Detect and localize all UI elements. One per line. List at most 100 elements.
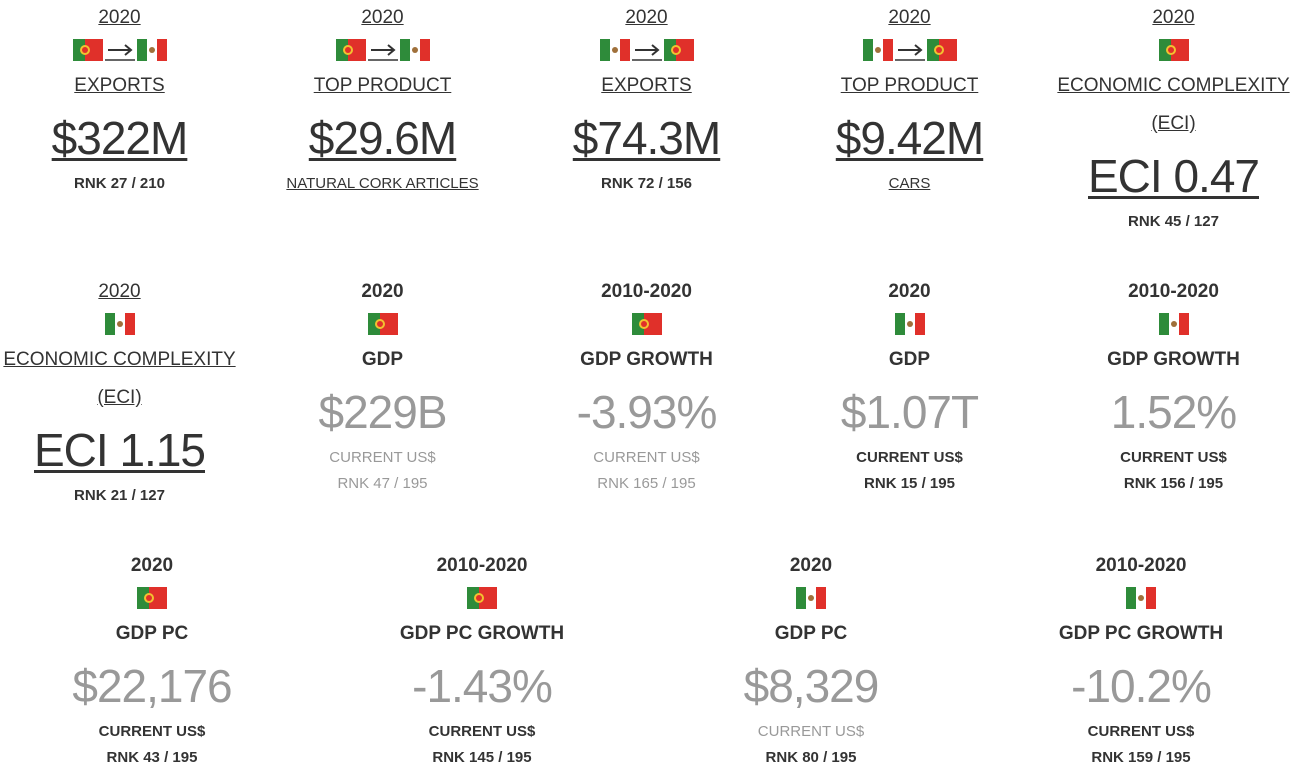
flag <box>368 313 398 335</box>
stat-card[interactable]: 2020 ECONOMIC COMPLEXITY (ECI) ECI 0.47 … <box>1042 3 1305 235</box>
stat-card: 2020 GDP $229B CURRENT US$ RNK 47 / 195 <box>251 277 514 497</box>
rank: RNK 72 / 156 <box>601 175 692 192</box>
stat-card[interactable]: 2020 EXPORTS $322M RNK 27 / 210 <box>0 3 251 197</box>
rank: RNK 156 / 195 <box>1123 475 1224 492</box>
flags <box>632 307 662 341</box>
title[interactable]: EXPORTS <box>601 75 692 96</box>
arrow <box>895 39 925 61</box>
flag <box>1126 587 1156 609</box>
rank: RNK 15 / 195 <box>864 475 955 492</box>
year[interactable]: 2020 <box>98 7 141 28</box>
flag <box>600 39 630 61</box>
value: $22,176 <box>72 660 232 712</box>
stat-card: 2020 GDP PC $22,176 CURRENT US$ RNK 43 /… <box>0 551 317 771</box>
flag <box>137 587 167 609</box>
value[interactable]: $74.3M <box>572 112 721 164</box>
rank: RNK 21 / 127 <box>74 487 165 504</box>
year: 2020 <box>888 281 931 302</box>
value: -3.93% <box>576 386 718 438</box>
stat-card: 2010-2020 GDP GROWTH 1.52% CURRENT US$ R… <box>1042 277 1305 497</box>
stat-card[interactable]: 2020 ECONOMIC COMPLEXITY (ECI) ECI 1.15 … <box>0 277 251 509</box>
title: GDP PC GROWTH <box>1058 623 1224 644</box>
rank: RNK 80 / 195 <box>765 749 857 766</box>
rank: RNK 45 / 127 <box>1128 213 1219 230</box>
flag <box>137 39 167 61</box>
flag <box>796 587 826 609</box>
year: 2010-2020 <box>436 555 528 576</box>
flag <box>400 39 430 61</box>
title[interactable]: ECONOMIC COMPLEXITY (ECI) <box>3 349 236 408</box>
arrow <box>368 39 398 61</box>
flags <box>336 33 430 67</box>
flag <box>927 39 957 61</box>
flags <box>796 581 826 615</box>
flags <box>1159 33 1189 67</box>
year: 2010-2020 <box>601 281 692 302</box>
title[interactable]: TOP PRODUCT <box>840 75 979 96</box>
subtitle: CURRENT US$ <box>428 723 536 740</box>
value[interactable]: $322M <box>51 112 189 164</box>
stat-card: 2010-2020 GDP GROWTH -3.93% CURRENT US$ … <box>515 277 778 497</box>
flag <box>1159 313 1189 335</box>
value: -10.2% <box>1071 660 1212 712</box>
title: GDP PC <box>115 623 189 644</box>
subtitle[interactable]: CARS <box>888 175 931 192</box>
year[interactable]: 2020 <box>888 7 931 28</box>
flags <box>863 33 957 67</box>
flags <box>1126 581 1156 615</box>
stat-card[interactable]: 2020 EXPORTS $74.3M RNK 72 / 156 <box>515 3 778 197</box>
arrow <box>632 39 662 61</box>
rank: RNK 47 / 195 <box>337 475 428 492</box>
rank: RNK 27 / 210 <box>74 175 165 192</box>
value[interactable]: $29.6M <box>308 112 457 164</box>
value: $229B <box>318 386 447 438</box>
subtitle: CURRENT US$ <box>757 723 865 740</box>
subtitle: CURRENT US$ <box>1087 723 1195 740</box>
flag <box>664 39 694 61</box>
flag <box>467 587 497 609</box>
title[interactable]: ECONOMIC COMPLEXITY (ECI) <box>1057 75 1290 134</box>
title: GDP GROWTH <box>580 349 713 370</box>
value: -1.43% <box>412 660 553 712</box>
title: GDP <box>888 349 931 370</box>
value[interactable]: ECI 0.47 <box>1088 150 1260 202</box>
year: 2020 <box>130 555 174 576</box>
year[interactable]: 2020 <box>361 7 404 28</box>
stat-card: 2010-2020 GDP PC GROWTH -1.43% CURRENT U… <box>317 551 647 771</box>
rank: RNK 165 / 195 <box>597 475 696 492</box>
flag <box>895 313 925 335</box>
value: $8,329 <box>743 660 880 712</box>
title[interactable]: EXPORTS <box>74 75 165 96</box>
title: GDP <box>361 349 404 370</box>
flags <box>467 581 497 615</box>
rank: RNK 145 / 195 <box>432 749 532 766</box>
flags <box>368 307 398 341</box>
subtitle: CURRENT US$ <box>1120 449 1227 466</box>
year[interactable]: 2020 <box>1152 7 1195 28</box>
subtitle: CURRENT US$ <box>856 449 963 466</box>
flag <box>1159 39 1189 61</box>
flag <box>105 313 135 335</box>
rank: RNK 43 / 195 <box>106 749 198 766</box>
year[interactable]: 2020 <box>625 7 668 28</box>
value: $1.07T <box>840 386 979 438</box>
flags <box>1159 307 1189 341</box>
stat-card: 2020 GDP $1.07T CURRENT US$ RNK 15 / 195 <box>778 277 1041 497</box>
title: GDP PC GROWTH <box>399 623 565 644</box>
title: GDP PC <box>774 623 848 644</box>
stat-card[interactable]: 2020 TOP PRODUCT $29.6M NATURAL CORK ART… <box>251 3 514 197</box>
stat-card: 2010-2020 GDP PC GROWTH -10.2% CURRENT U… <box>976 551 1305 771</box>
flag <box>336 39 366 61</box>
year: 2020 <box>361 281 404 302</box>
flag <box>73 39 103 61</box>
title[interactable]: TOP PRODUCT <box>313 75 452 96</box>
subtitle[interactable]: NATURAL CORK ARTICLES <box>286 175 479 192</box>
value[interactable]: ECI 1.15 <box>34 424 206 476</box>
year: 2020 <box>789 555 833 576</box>
value[interactable]: $9.42M <box>835 112 984 164</box>
flag <box>863 39 893 61</box>
flags <box>895 307 925 341</box>
year[interactable]: 2020 <box>98 281 141 302</box>
stat-card[interactable]: 2020 TOP PRODUCT $9.42M CARS <box>778 3 1041 197</box>
